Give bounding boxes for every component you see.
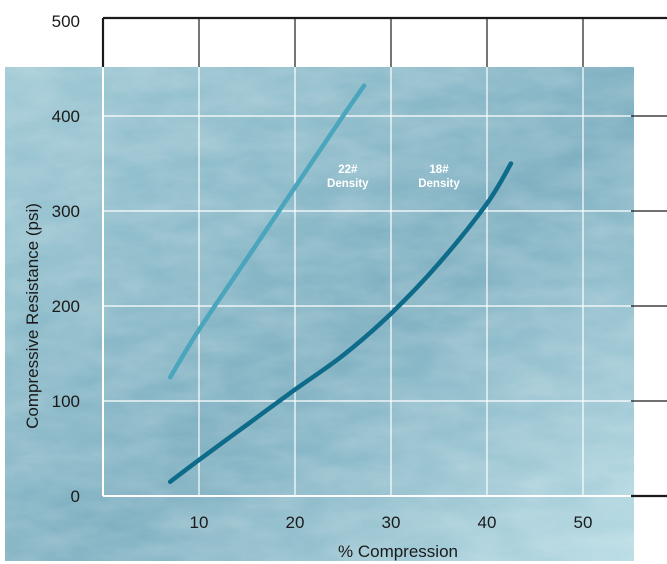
marble-background [5, 67, 634, 561]
y-tick-label: 400 [52, 107, 80, 126]
labels: 0 100 200 300 400 500 10 20 30 40 50 % Compression C… [23, 12, 592, 561]
series-line-2 [167, 161, 514, 484]
series-label-1: Density [327, 178, 369, 190]
series [167, 83, 514, 484]
x-tick-label: 10 [190, 513, 209, 532]
axes [101, 16, 667, 498]
x-tick-label: 20 [286, 513, 305, 532]
x-tick-label: 30 [382, 513, 401, 532]
series-line-1 [167, 83, 367, 380]
y-tick-label: 500 [52, 12, 80, 31]
x-tick-label: 40 [478, 513, 497, 532]
series-label-1: 22# [338, 164, 358, 176]
y-tick-label: 200 [52, 297, 80, 316]
y-axis-title: Compressive Resistance (psi) [23, 203, 42, 429]
grid [103, 18, 667, 496]
series-label-2: 18# [429, 164, 449, 176]
x-axis-title: % Compression [338, 542, 458, 561]
y-tick-label: 300 [52, 202, 80, 221]
y-tick-label: 0 [71, 487, 80, 506]
x-tick-label: 50 [574, 513, 593, 532]
y-tick-label: 100 [52, 392, 80, 411]
series-label-2: Density [418, 178, 460, 190]
